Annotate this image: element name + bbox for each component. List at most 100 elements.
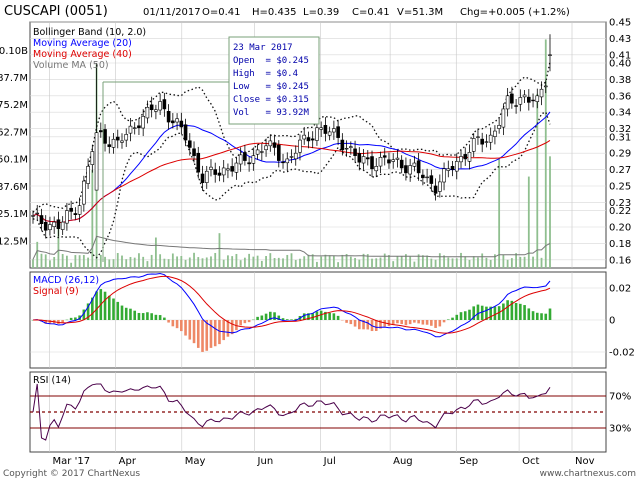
candle-body: [433, 185, 438, 194]
volume-bar: [371, 258, 373, 268]
volume-bar: [277, 257, 280, 268]
footer-website[interactable]: www.chartnexus.com: [540, 469, 636, 479]
tooltip-high: High = $0.4: [233, 69, 298, 79]
volume-bar: [494, 254, 496, 268]
candlestick: [467, 144, 472, 170]
macd-histogram-bar: [349, 320, 353, 325]
bollinger-upper: [32, 61, 551, 213]
volume-bar: [481, 253, 484, 268]
candlestick: [60, 216, 65, 236]
volume-bar: [243, 257, 246, 268]
volume-bar: [44, 254, 47, 268]
candle-body: [281, 161, 285, 164]
candle-body: [276, 144, 281, 161]
volume-bar: [205, 257, 208, 268]
candle-body: [43, 221, 48, 231]
macd-histogram-bar: [69, 317, 73, 320]
price-tick-label: 0.16: [609, 255, 631, 266]
candlestick: [196, 146, 201, 179]
candlestick: [48, 216, 52, 236]
volume-bar: [519, 256, 522, 268]
volume-bar: [341, 254, 344, 268]
candlestick: [450, 161, 455, 177]
macd-histogram-bar: [438, 320, 442, 327]
volume-tick-label: 62.7M: [0, 127, 28, 138]
candle-body: [260, 151, 264, 153]
volume-bar: [540, 257, 543, 268]
candlestick: [527, 89, 531, 111]
candle-body: [454, 161, 459, 172]
header-high: H=0.435: [252, 7, 297, 18]
candlestick: [535, 88, 540, 109]
candlestick: [421, 169, 425, 186]
tooltip-date: 23 Mar 2017: [233, 43, 293, 53]
legend-ma40: Moving Average (40): [33, 49, 132, 60]
candlestick: [387, 152, 391, 169]
candlestick: [488, 127, 493, 150]
candle-body: [471, 138, 476, 152]
candle-body: [467, 152, 472, 162]
volume-bar: [290, 253, 293, 268]
header-open: O=0.41: [202, 7, 241, 18]
candle-body: [539, 88, 544, 98]
macd-histogram-bar: [230, 320, 234, 335]
macd-histogram-bar: [425, 320, 429, 325]
macd-histogram-bar: [400, 320, 403, 325]
candle-body: [361, 156, 366, 164]
volume-bar: [409, 256, 412, 268]
macd-histogram-bar: [366, 320, 370, 330]
candlestick: [162, 92, 167, 117]
legend-bollinger: Bollinger Band (10, 2.0): [33, 27, 146, 38]
candlestick: [391, 153, 396, 169]
volume-bars: [32, 39, 551, 269]
volume-bar: [443, 255, 445, 268]
volume-bar: [214, 252, 217, 268]
candlestick: [39, 208, 44, 231]
price-tick-label: 0.41: [609, 50, 631, 61]
volume-bar: [345, 253, 348, 268]
candlestick: [340, 133, 345, 156]
candle-body: [416, 160, 421, 174]
volume-bar: [265, 256, 267, 268]
legend-rsi: RSI (14): [33, 375, 71, 386]
candle-body: [247, 162, 251, 165]
volume-bar: [87, 257, 89, 268]
candle-body: [145, 106, 150, 119]
candlestick: [543, 80, 548, 94]
macd-histogram-bar: [218, 320, 221, 345]
volume-bar: [502, 254, 505, 268]
macd-histogram-bar: [133, 310, 137, 320]
macd-histogram-bar: [103, 291, 107, 320]
volume-bar: [307, 254, 310, 268]
candle-body: [171, 120, 175, 124]
candlestick: [454, 153, 459, 180]
candlestick: [399, 155, 404, 174]
macd-tick-label: 0: [609, 316, 615, 327]
volume-bar: [438, 253, 441, 268]
candle-body: [510, 93, 514, 104]
candle-body: [493, 130, 497, 137]
macd-histogram-bar: [548, 308, 552, 320]
candlestick: [209, 159, 213, 177]
macd-histogram-bar: [502, 303, 505, 320]
candlestick: [471, 133, 476, 158]
price-tick-label: 0.20: [609, 223, 631, 234]
macd-histogram-bar: [535, 312, 539, 320]
candle-body: [60, 221, 65, 230]
candle-body: [438, 181, 442, 192]
candle-body: [319, 127, 323, 130]
volume-bar: [150, 254, 153, 268]
candlestick: [137, 117, 141, 136]
candlestick: [31, 210, 35, 224]
candle-body: [230, 166, 234, 172]
bollinger-lower: [32, 111, 551, 259]
tooltip-low: Low = $0.245: [233, 82, 309, 92]
candle-body: [514, 105, 518, 107]
volume-bar: [159, 254, 162, 268]
candlestick: [336, 119, 340, 146]
macd-histogram-bar: [146, 312, 149, 320]
rsi-tick-label: 70%: [609, 392, 631, 403]
macd-histogram-bar: [468, 309, 471, 320]
macd-histogram-bar: [408, 320, 412, 325]
candle-body: [65, 210, 69, 224]
